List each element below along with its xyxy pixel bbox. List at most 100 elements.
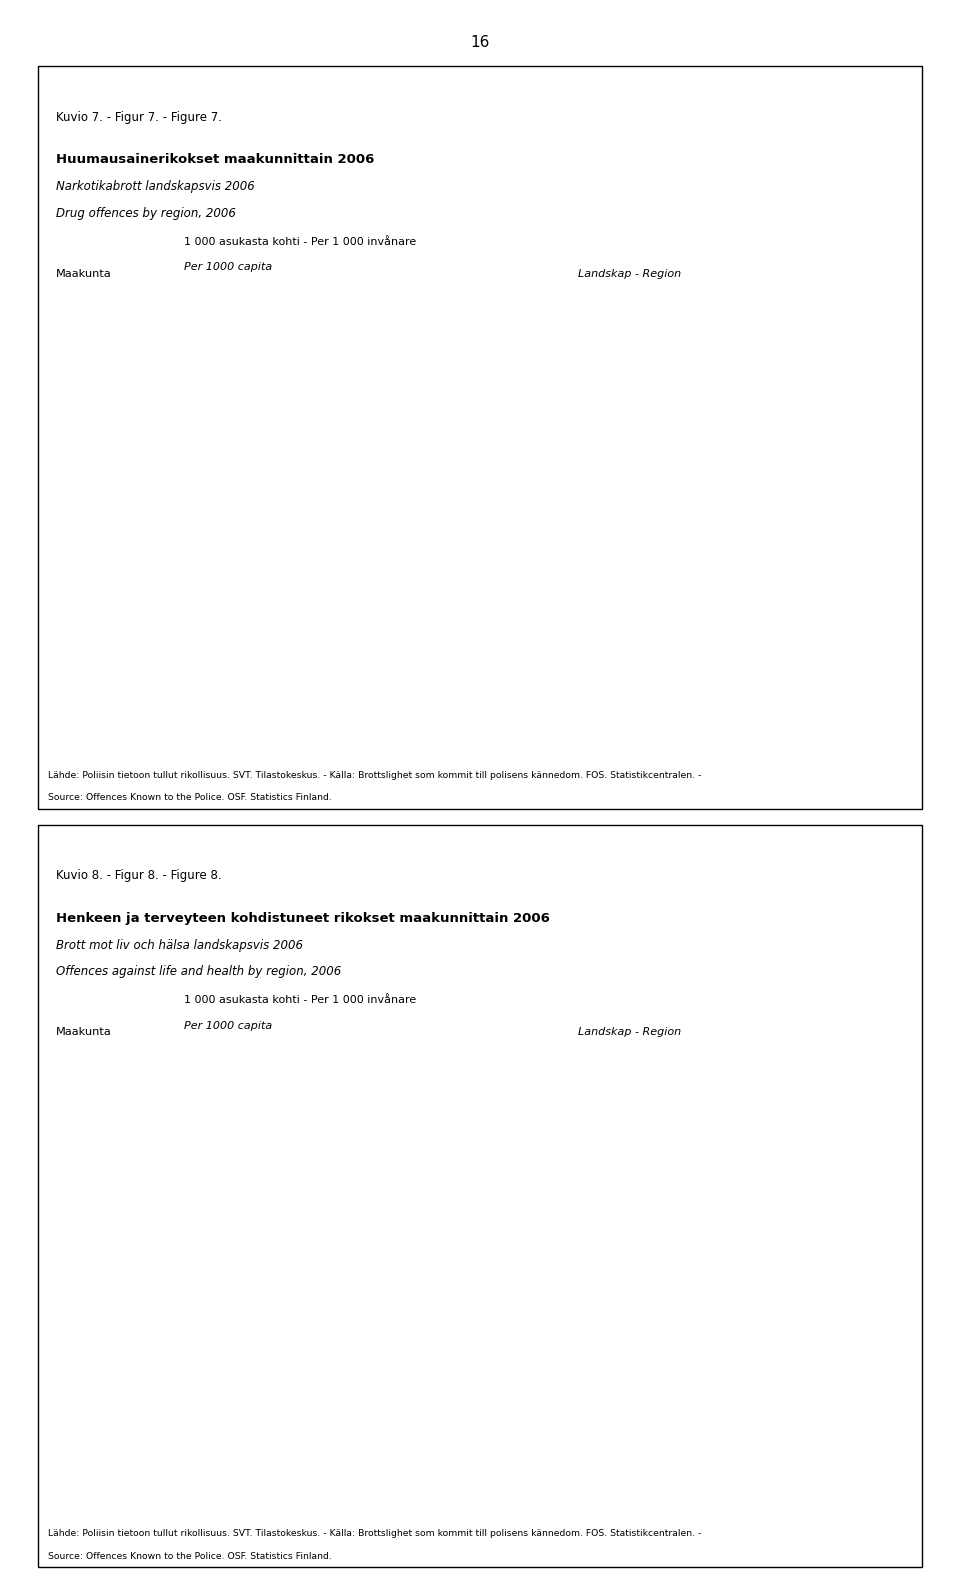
- Text: Henkeen ja terveyteen kohdistuneet rikokset maakunnittain 2006: Henkeen ja terveyteen kohdistuneet rikok…: [56, 912, 549, 924]
- Bar: [184, 487, 403, 502]
- Text: Österbotten - Ostrobothnia: Österbotten - Ostrobothnia: [575, 1419, 709, 1428]
- Text: Kuvio 7. - Figur 7. - Figure 7.: Kuvio 7. - Figur 7. - Figure 7.: [56, 111, 222, 123]
- Text: Offences against life and health by region, 2006: Offences against life and health by regi…: [56, 965, 341, 978]
- Text: Södra Österbotten - South Ostrobothnia: Södra Österbotten - South Ostrobothnia: [575, 1439, 774, 1449]
- Text: 1 000 asukasta kohti - Per 1 000 invånare: 1 000 asukasta kohti - Per 1 000 invånar…: [184, 995, 417, 1005]
- Bar: [184, 550, 372, 566]
- Bar: [184, 592, 357, 608]
- Bar: [184, 1288, 436, 1303]
- Text: Norra Österbotten - North Ostrobothnia: Norra Österbotten - North Ostrobothnia: [575, 681, 771, 690]
- Text: Kymmenedalen - Kymenlaakso: Kymmenedalen - Kymenlaakso: [575, 340, 729, 349]
- Bar: [184, 316, 525, 332]
- Text: Source: Offences Known to the Police. OSF. Statistics Finland.: Source: Offences Known to the Police. OS…: [48, 793, 332, 803]
- Text: Nyland - Uusimaa: Nyland - Uusimaa: [575, 319, 664, 329]
- Bar: [184, 465, 405, 480]
- Text: Satakunta - Satakunta: Satakunta - Satakunta: [575, 276, 686, 286]
- Bar: [184, 422, 420, 438]
- Text: Kuvio 8. - Figur 8. - Figure 8.: Kuvio 8. - Figur 8. - Figure 8.: [56, 869, 222, 882]
- Text: Mellersta Österbotten - Central Ostrobothnia: Mellersta Österbotten - Central Ostrobot…: [575, 510, 798, 520]
- Text: Södra Karelen - South Karelia: Södra Karelen - South Karelia: [575, 382, 721, 392]
- Bar: [184, 1308, 432, 1324]
- Text: Landskap - Region: Landskap - Region: [578, 269, 681, 278]
- Bar: [184, 1416, 406, 1431]
- Text: Norra Savolax - Pohjois-Savo: Norra Savolax - Pohjois-Savo: [575, 1120, 718, 1130]
- Bar: [184, 1160, 462, 1176]
- Bar: [184, 1330, 427, 1346]
- Text: Landskap - Region: Landskap - Region: [578, 1027, 681, 1036]
- Text: Birkaland - Pirkanmaa: Birkaland - Pirkanmaa: [575, 1354, 685, 1364]
- Text: Per 1000 capita: Per 1000 capita: [184, 1021, 273, 1030]
- Text: Päijänne-Tavastland - Päijät-Häme: Päijänne-Tavastland - Päijät-Häme: [575, 468, 744, 477]
- Text: Päijänne-Tavastland - Päijät-Häme: Päijänne-Tavastland - Päijät-Häme: [575, 1248, 744, 1258]
- Bar: [184, 337, 477, 352]
- Bar: [184, 444, 420, 460]
- Text: Birkaland - Pirkanmaa: Birkaland - Pirkanmaa: [575, 425, 685, 435]
- Bar: [184, 1351, 415, 1367]
- Text: Hela landet - Whole country: Hela landet - Whole country: [575, 1476, 715, 1485]
- Text: Österbotten - Ostrobothnia: Österbotten - Ostrobothnia: [575, 490, 709, 499]
- Text: Mellersta Finland - Central Finland: Mellersta Finland - Central Finland: [575, 660, 746, 670]
- Text: Åland - Ahvenanmaa: Åland - Ahvenanmaa: [575, 1055, 680, 1065]
- Bar: [184, 1436, 399, 1452]
- Text: Kajanaland - Kainuu: Kajanaland - Kainuu: [575, 532, 676, 542]
- Bar: [184, 1117, 470, 1133]
- Bar: [184, 507, 400, 523]
- Text: Nyland - Uusimaa: Nyland - Uusimaa: [575, 1078, 664, 1087]
- Text: Norra Karelen - North Karelia: Norra Karelen - North Karelia: [575, 638, 719, 648]
- Bar: [184, 401, 439, 417]
- Text: Egentliga Tavastland - Kanta-Häme: Egentliga Tavastland - Kanta-Häme: [575, 1334, 751, 1343]
- Text: Narkotikabrott landskapsvis 2006: Narkotikabrott landskapsvis 2006: [56, 180, 254, 193]
- Bar: [184, 1223, 444, 1239]
- Text: Södra Savolax - Etelä-Savo: Södra Savolax - Etelä-Savo: [575, 1163, 709, 1172]
- Text: Drug offences by region, 2006: Drug offences by region, 2006: [56, 207, 235, 220]
- Text: Brott mot liv och hälsa landskapsvis 2006: Brott mot liv och hälsa landskapsvis 200…: [56, 939, 302, 951]
- Text: Lähde: Poliisin tietoon tullut rikollisuus. SVT. Tilastokeskus. - Källa: Brottsl: Lähde: Poliisin tietoon tullut rikollisu…: [48, 771, 702, 781]
- Text: Huumausainerikokset maakunnittain 2006: Huumausainerikokset maakunnittain 2006: [56, 153, 374, 166]
- Text: Södra Österbotten - South Ostrobothnia: Södra Österbotten - South Ostrobothnia: [575, 553, 774, 562]
- Bar: [184, 572, 359, 588]
- Text: Norra Savolax - Pohjois-Savo: Norra Savolax - Pohjois-Savo: [575, 618, 718, 627]
- Text: Södra Savolax - Etelä-Savo: Södra Savolax - Etelä-Savo: [575, 596, 709, 605]
- Bar: [184, 1394, 408, 1409]
- Text: Norra Karelen - North Karelia: Norra Karelen - North Karelia: [575, 1141, 719, 1150]
- Text: Egentliga Finland - Varsinais-Suomi: Egentliga Finland - Varsinais-Suomi: [575, 1226, 752, 1236]
- Text: Lappland - Lapland: Lappland - Lapland: [575, 1098, 671, 1108]
- Text: Mellersta Finland - Central Finland: Mellersta Finland - Central Finland: [575, 1183, 746, 1193]
- Text: Östra Nyland - Itä-Uusimaa: Östra Nyland - Itä-Uusimaa: [575, 574, 710, 586]
- Bar: [184, 273, 559, 289]
- Bar: [184, 379, 444, 395]
- Text: Maakunta: Maakunta: [56, 1027, 111, 1036]
- Text: Egentliga Finland - Varsinais-Suomi: Egentliga Finland - Varsinais-Suomi: [575, 362, 752, 371]
- Bar: [184, 678, 309, 694]
- Text: Södra Karelen - South Karelia: Södra Karelen - South Karelia: [575, 1397, 721, 1406]
- Text: Mellersta Österbotten - Central Ostrobothnia: Mellersta Österbotten - Central Ostrobot…: [575, 1206, 798, 1215]
- Bar: [184, 714, 429, 730]
- Text: Per 1000 capita: Per 1000 capita: [184, 262, 273, 272]
- Bar: [184, 635, 343, 651]
- Bar: [184, 1180, 453, 1196]
- Bar: [184, 1245, 443, 1261]
- Bar: [184, 1032, 530, 1048]
- Bar: [184, 1373, 410, 1389]
- Text: 16: 16: [470, 35, 490, 49]
- Text: Åland - Ahvenanmaa: Åland - Ahvenanmaa: [575, 297, 680, 307]
- Bar: [184, 529, 386, 545]
- Text: Hela landet - Whole country: Hela landet - Whole country: [575, 717, 715, 727]
- Text: Lappland - Lapland: Lappland - Lapland: [575, 447, 671, 457]
- Bar: [184, 1074, 500, 1090]
- Bar: [184, 1473, 448, 1488]
- Bar: [184, 657, 324, 673]
- Bar: [184, 1052, 517, 1068]
- Text: Egentliga Tavastland - Kanta-Häme: Egentliga Tavastland - Kanta-Häme: [575, 404, 751, 414]
- Bar: [184, 615, 355, 630]
- Bar: [184, 294, 544, 310]
- Text: Source: Offences Known to the Police. OSF. Statistics Finland.: Source: Offences Known to the Police. OS…: [48, 1552, 332, 1561]
- Text: Satakunta - Satakunta: Satakunta - Satakunta: [575, 1311, 686, 1321]
- Bar: [184, 1202, 451, 1218]
- Bar: [184, 359, 444, 374]
- Bar: [184, 1095, 479, 1111]
- Text: Kymmenedalen - Kymenlaakso: Kymmenedalen - Kymenlaakso: [575, 1376, 729, 1386]
- Text: Östra Nyland - Itä-Uusimaa: Östra Nyland - Itä-Uusimaa: [575, 1289, 710, 1302]
- Text: Maakunta: Maakunta: [56, 269, 111, 278]
- Text: Norra Österbotten - North Ostrobothnia: Norra Österbotten - North Ostrobothnia: [575, 1269, 771, 1278]
